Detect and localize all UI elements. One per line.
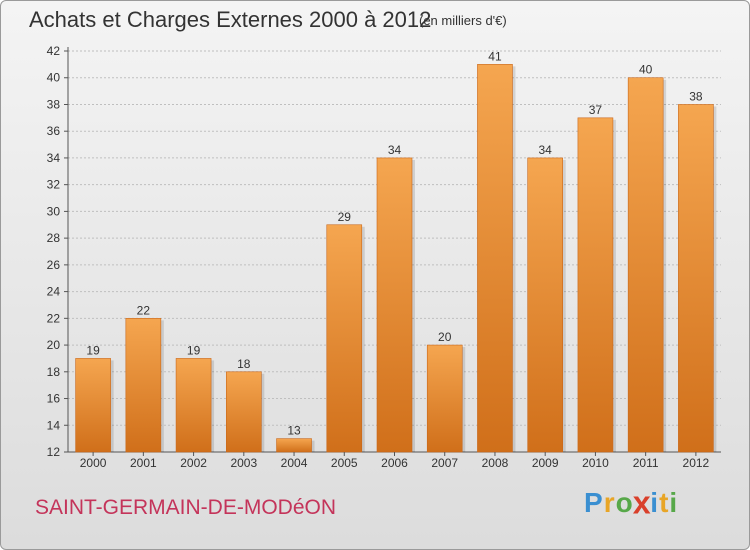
x-tick-label: 2008 bbox=[482, 456, 509, 470]
y-tick-label: 34 bbox=[47, 151, 61, 165]
y-tick-label: 26 bbox=[47, 258, 61, 272]
data-label: 34 bbox=[539, 143, 553, 157]
y-tick-label: 28 bbox=[47, 231, 61, 245]
bar-2005 bbox=[326, 224, 363, 453]
bar-2011 bbox=[627, 77, 664, 453]
bar-2004 bbox=[276, 438, 312, 453]
data-label: 19 bbox=[187, 343, 201, 357]
data-label: 37 bbox=[589, 103, 603, 117]
logo-letter: P bbox=[584, 487, 604, 518]
bar-2012 bbox=[678, 104, 714, 453]
bar-2002 bbox=[175, 358, 212, 453]
y-tick-label: 30 bbox=[47, 204, 61, 218]
x-tick-label: 2005 bbox=[331, 456, 358, 470]
x-tick-label: 2002 bbox=[180, 456, 207, 470]
data-label: 34 bbox=[388, 143, 402, 157]
x-tick-label: 2011 bbox=[633, 456, 659, 470]
y-tick-label: 20 bbox=[47, 338, 61, 352]
y-tick-label: 40 bbox=[47, 71, 61, 85]
chart-unit: (en milliers d'€) bbox=[419, 13, 507, 28]
data-label: 20 bbox=[438, 330, 452, 344]
x-tick-label: 2009 bbox=[532, 456, 559, 470]
bar-2009 bbox=[527, 157, 563, 453]
x-tick-label: 2003 bbox=[230, 456, 257, 470]
chart-title: Achats et Charges Externes 2000 à 2012 bbox=[29, 7, 432, 32]
x-tick-label: 2007 bbox=[431, 456, 458, 470]
y-tick-label: 14 bbox=[47, 418, 61, 432]
y-tick-label: 24 bbox=[47, 285, 61, 299]
y-tick-label: 12 bbox=[47, 445, 61, 459]
data-label: 41 bbox=[488, 49, 502, 63]
y-tick-label: 36 bbox=[47, 124, 61, 138]
bar-2010 bbox=[577, 117, 614, 453]
x-tick-label: 2006 bbox=[381, 456, 408, 470]
x-tick-label: 2004 bbox=[281, 456, 308, 470]
data-label: 13 bbox=[287, 424, 301, 438]
y-tick-label: 32 bbox=[47, 178, 61, 192]
logo-letter: i bbox=[669, 487, 679, 518]
bar-2003 bbox=[226, 371, 262, 453]
data-label: 29 bbox=[338, 210, 352, 224]
x-tick-label: 2012 bbox=[683, 456, 710, 470]
logo-letter: i bbox=[650, 487, 660, 518]
logo-letter: t bbox=[659, 487, 670, 518]
y-tick-label: 22 bbox=[47, 311, 61, 325]
y-tick-label: 16 bbox=[47, 392, 61, 406]
bar-2008 bbox=[477, 64, 513, 453]
bar-2000 bbox=[75, 358, 111, 453]
data-label: 22 bbox=[137, 303, 151, 317]
data-label: 19 bbox=[86, 343, 100, 357]
data-label: 38 bbox=[689, 89, 703, 103]
x-tick-label: 2000 bbox=[80, 456, 107, 470]
logo-letter: o bbox=[615, 487, 634, 518]
data-label: 40 bbox=[639, 63, 653, 77]
bar-2006 bbox=[376, 157, 413, 453]
commune-name: SAINT-GERMAIN-DE-MODéON bbox=[35, 496, 337, 519]
y-tick-label: 42 bbox=[47, 44, 61, 58]
y-tick-label: 18 bbox=[47, 365, 61, 379]
logo-letter: x bbox=[632, 484, 652, 521]
x-tick-label: 2010 bbox=[582, 456, 609, 470]
logo-letter: r bbox=[603, 487, 616, 518]
x-tick-label: 2001 bbox=[130, 456, 157, 470]
proxiti-logo[interactable]: Proxiti bbox=[584, 484, 679, 521]
data-label: 18 bbox=[237, 357, 251, 371]
bar-2001 bbox=[125, 318, 162, 453]
y-tick-label: 38 bbox=[47, 97, 61, 111]
bar-2007 bbox=[426, 344, 463, 453]
